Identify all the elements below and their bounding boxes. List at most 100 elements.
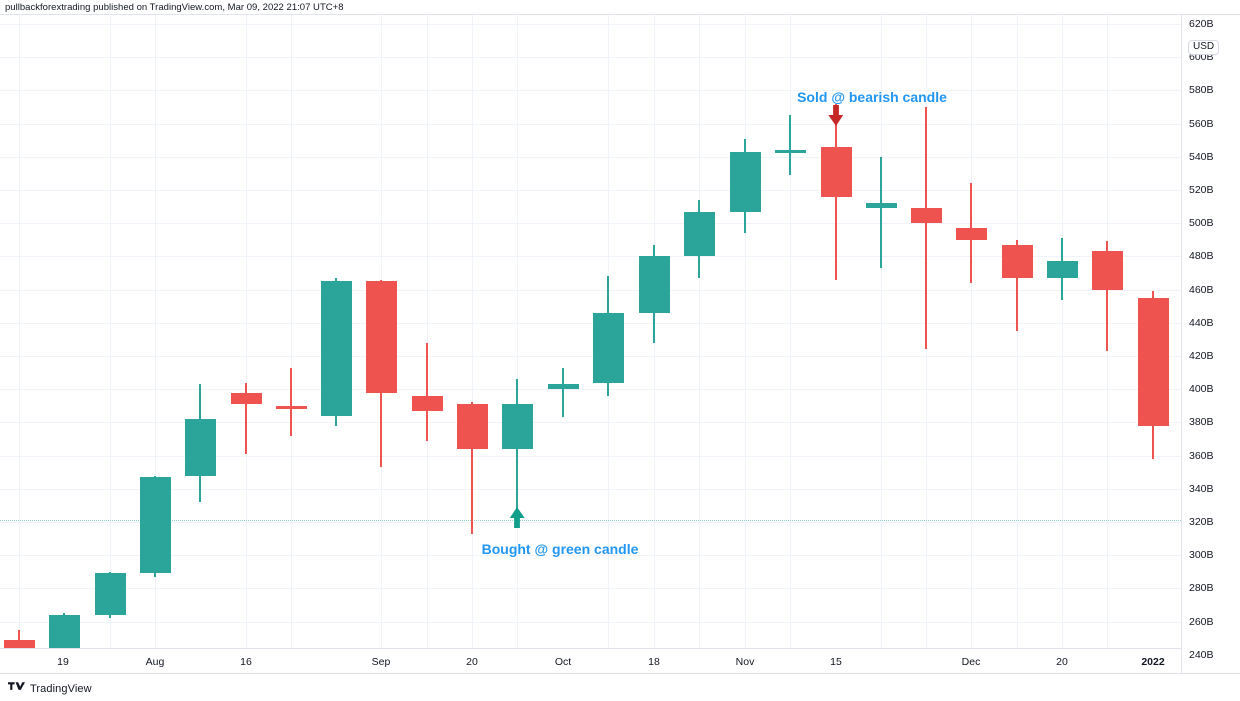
time-axis-label: 2022 — [1141, 656, 1165, 668]
price-axis-label: 380B — [1189, 416, 1214, 429]
horizontal-gridline — [0, 389, 1181, 391]
time-axis-label: 16 — [240, 656, 252, 668]
price-axis-label: 420B — [1189, 350, 1214, 362]
horizontal-gridline — [0, 588, 1181, 590]
candle-wick — [562, 367, 564, 418]
vertical-gridline — [1017, 15, 1018, 648]
time-axis-label: 19 — [57, 656, 69, 668]
vertical-gridline — [291, 15, 292, 648]
vertical-gridline — [1062, 15, 1063, 648]
time-axis-label: 15 — [830, 656, 842, 668]
candle-body — [275, 405, 307, 410]
currency-badge: USD — [1188, 40, 1220, 55]
sold-annotation-label: Sold @ bearish candle — [797, 89, 947, 105]
price-axis-label: 360B — [1189, 449, 1214, 462]
price-axis-label: 260B — [1189, 615, 1214, 628]
candle-body — [592, 312, 624, 383]
candle-wick — [426, 342, 428, 441]
candle-body — [683, 211, 715, 257]
candle-body — [230, 392, 262, 405]
bought-annotation-label: Bought @ green candle — [481, 541, 639, 557]
candle-body — [638, 256, 670, 313]
candle-body — [320, 281, 352, 416]
price-axis-label: 560B — [1189, 117, 1214, 130]
vertical-gridline — [19, 15, 20, 648]
candle-body — [865, 203, 897, 209]
price-axis-label: 540B — [1189, 150, 1214, 163]
horizontal-gridline — [0, 621, 1181, 623]
time-axis-label: Dec — [961, 656, 981, 668]
time-axis-label: Oct — [554, 656, 572, 668]
vertical-gridline — [427, 15, 428, 648]
horizontal-gridline — [0, 555, 1181, 557]
price-axis-label: 520B — [1189, 184, 1214, 196]
candle-body — [184, 419, 216, 476]
horizontal-gridline — [0, 156, 1181, 158]
price-axis-label: 300B — [1189, 549, 1214, 562]
price-axis-label: 400B — [1189, 383, 1214, 396]
vertical-gridline — [881, 15, 882, 648]
time-axis-label: Sep — [371, 656, 391, 668]
candle-body — [547, 384, 579, 390]
horizontal-gridline — [0, 322, 1181, 324]
price-axis-label: 480B — [1189, 250, 1214, 263]
candle-wick — [290, 367, 292, 436]
time-axis-label: Nov — [735, 656, 755, 668]
horizontal-gridline — [0, 356, 1181, 357]
price-axis-label: 440B — [1189, 316, 1214, 329]
time-axis-label: 18 — [648, 656, 660, 668]
candle-wick — [880, 156, 882, 269]
price-axis-label: 620B — [1189, 18, 1214, 30]
candle-body — [3, 639, 35, 648]
price-axis-label: 580B — [1189, 84, 1214, 97]
price-axis-label: 240B — [1189, 648, 1214, 661]
tradingview-footer-logo[interactable]: TradingView — [8, 680, 92, 698]
horizontal-gridline — [0, 455, 1181, 457]
time-axis-label: 20 — [1056, 656, 1068, 668]
candle-body — [774, 150, 806, 153]
credit-bar: pullbackforextrading published on Tradin… — [0, 0, 1240, 14]
horizontal-gridline — [0, 422, 1181, 424]
candle-body — [139, 477, 171, 574]
horizontal-gridline — [0, 289, 1181, 291]
time-axis-label: Aug — [145, 656, 165, 668]
price-axis-label: 280B — [1189, 582, 1214, 595]
candle-body — [955, 228, 987, 240]
vertical-gridline — [246, 15, 247, 648]
sold-annotation-arrow-down-icon — [828, 105, 845, 131]
candle-body — [1091, 251, 1123, 290]
candle-body — [411, 395, 443, 411]
candle-wick — [789, 115, 791, 176]
candle-body — [94, 573, 126, 615]
candle-body — [501, 404, 533, 449]
chart-frame: Sold @ bearish candle Bought @ green cand… — [0, 14, 1240, 674]
candle-body — [910, 208, 942, 224]
price-axis-label: 460B — [1189, 283, 1214, 296]
horizontal-gridline — [0, 24, 1181, 25]
tradingview-logo-text: TradingView — [30, 683, 92, 695]
candle-body — [820, 146, 852, 197]
vertical-gridline — [745, 15, 746, 648]
horizontal-gridline — [0, 522, 1181, 523]
candle-body — [1001, 244, 1033, 278]
time-axis-label: 20 — [466, 656, 478, 668]
time-axis[interactable]: 19 Aug 16 Sep 20 Oct 18 Nov 15 Dec 20 2022 — [0, 648, 1181, 674]
candle-body — [1137, 297, 1169, 426]
vertical-gridline — [472, 15, 473, 648]
chart-plot-area[interactable]: Sold @ bearish candle Bought @ green cand… — [0, 15, 1181, 648]
horizontal-gridline — [0, 256, 1181, 258]
candle-wick — [925, 107, 927, 350]
horizontal-gridline — [0, 190, 1181, 191]
vertical-gridline — [110, 15, 111, 648]
candle-wick — [471, 402, 473, 534]
candle-body — [729, 151, 761, 212]
candle-wick — [18, 629, 20, 648]
horizontal-gridline — [0, 57, 1181, 59]
price-axis[interactable]: 620B 600B 580B 560B 540B 520B 500B 480B 460B 440B… — [1181, 15, 1240, 674]
credit-text: pullbackforextrading published on Tradin… — [5, 1, 344, 13]
candle-wick — [1016, 239, 1018, 332]
candle-body — [48, 614, 80, 648]
price-axis-label: 340B — [1189, 482, 1214, 495]
vertical-gridline — [517, 15, 518, 648]
candle-wick — [1106, 241, 1108, 351]
